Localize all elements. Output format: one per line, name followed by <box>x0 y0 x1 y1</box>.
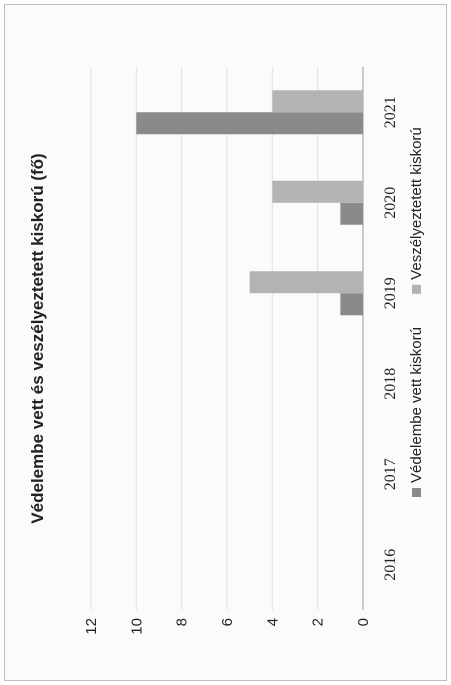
x-tick-label: 2019 <box>382 277 399 309</box>
y-tick-label: 10 <box>128 618 145 635</box>
y-tick-label: 6 <box>219 618 236 626</box>
y-tick-label: 8 <box>174 618 191 626</box>
x-tick-label: 2016 <box>382 549 399 581</box>
bar-vedelembe-2021 <box>136 112 363 135</box>
bar-chart: 0 2 4 6 8 10 12 2016 2017 2018 2019 2020 2021 Védel… <box>28 67 425 635</box>
y-tick-label: 4 <box>264 618 281 626</box>
x-tick-label: 2018 <box>382 368 399 400</box>
legend-swatch <box>412 284 421 294</box>
legend: Védelembe vett kiskorú Veszélyeztetett ki… <box>408 127 425 497</box>
bar-vedelembe-2019 <box>340 293 364 316</box>
chart-frame: 0 2 4 6 8 10 12 2016 2017 2018 2019 2020 2021 Védel… <box>4 4 447 681</box>
legend-swatch <box>412 488 421 497</box>
bar-veszelyeztetett-2021 <box>272 90 364 113</box>
category-axis: 2016 2017 2018 2019 2020 2021 <box>382 96 399 581</box>
bars <box>136 90 364 316</box>
legend-label: Veszélyeztetett kiskorú <box>408 127 425 280</box>
bar-veszelyeztetett-2019 <box>249 271 364 294</box>
y-tick-label: 2 <box>310 618 327 626</box>
legend-label: Védelembe vett kiskorú <box>408 327 425 483</box>
chart-title: Védelembe vett és veszélyeztetett kiskor… <box>28 153 47 523</box>
value-axis: 0 2 4 6 8 10 12 <box>83 618 372 635</box>
x-tick-label: 2021 <box>382 96 399 128</box>
x-tick-label: 2020 <box>382 187 399 219</box>
bar-vedelembe-2020 <box>340 202 364 225</box>
x-tick-label: 2017 <box>382 458 399 490</box>
y-tick-label: 12 <box>83 618 100 635</box>
bar-veszelyeztetett-2020 <box>272 180 364 203</box>
y-tick-label: 0 <box>355 618 372 626</box>
gridlines <box>90 67 364 610</box>
